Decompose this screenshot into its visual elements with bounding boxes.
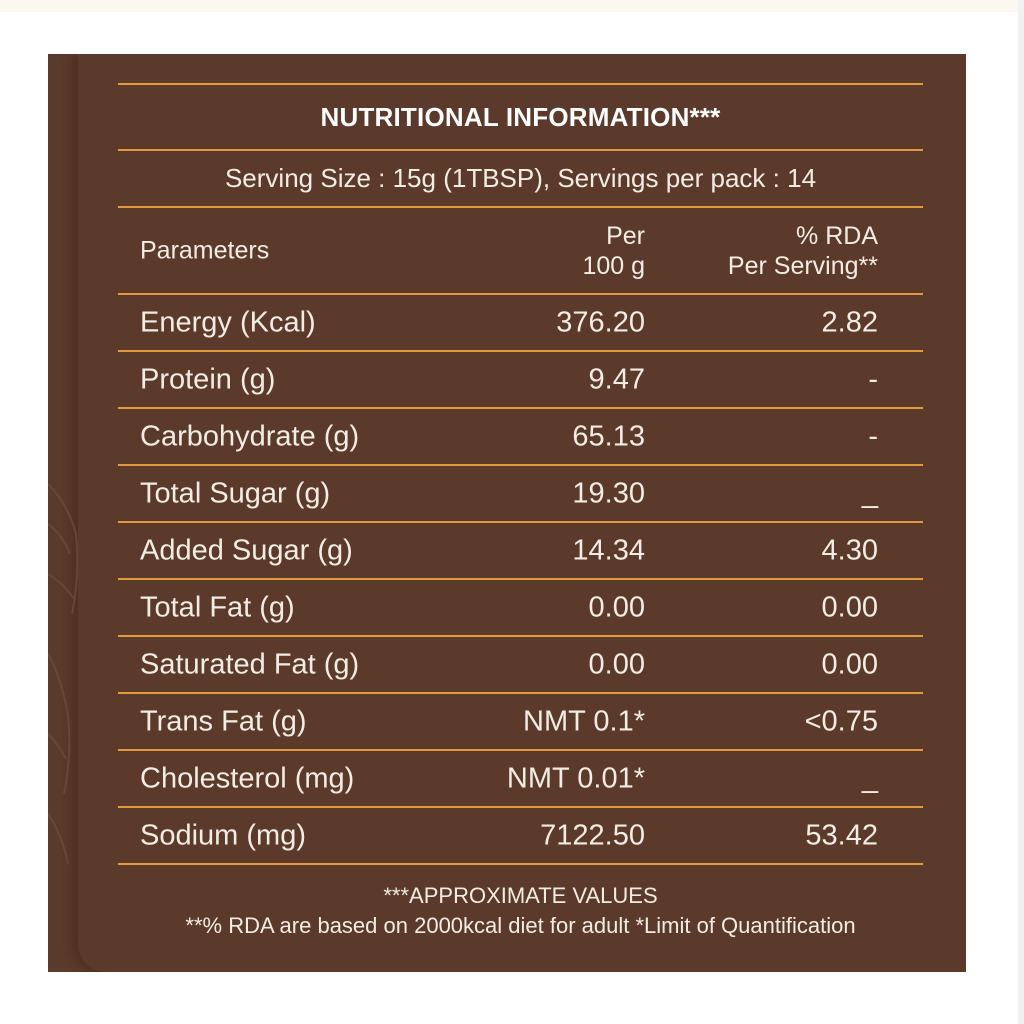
row-per-100g: 7122.50 bbox=[540, 819, 645, 851]
table-row: Added Sugar (g) 14.34 4.30 bbox=[118, 523, 923, 578]
row-label: Trans Fat (g) bbox=[140, 705, 307, 737]
footer-rda-note: **% RDA are based on 2000kcal diet for a… bbox=[185, 913, 856, 938]
row-per-100g: 0.00 bbox=[588, 591, 645, 623]
header-rda-line2: Per Serving** bbox=[727, 251, 878, 280]
table-row: Total Fat (g) 0.00 0.00 bbox=[118, 580, 923, 635]
table-row: Carbohydrate (g) 65.13 - bbox=[118, 409, 923, 464]
rule bbox=[118, 407, 923, 409]
rule bbox=[118, 350, 923, 352]
row-label: Cholesterol (mg) bbox=[140, 762, 355, 794]
row-rda: - bbox=[868, 420, 878, 452]
rule bbox=[118, 749, 923, 751]
table-row: Protein (g) 9.47 - bbox=[118, 352, 923, 407]
row-label: Saturated Fat (g) bbox=[140, 648, 360, 680]
rule bbox=[118, 578, 923, 580]
table-title: NUTRITIONAL INFORMATION*** bbox=[320, 101, 721, 132]
row-rda: 53.42 bbox=[805, 819, 878, 851]
rule bbox=[118, 464, 923, 466]
table-header: Parameters Per 100 g % RDA Per Serving** bbox=[118, 208, 923, 293]
table-row: Sodium (mg) 7122.50 53.42 bbox=[118, 808, 923, 863]
header-parameters: Parameters bbox=[140, 236, 270, 264]
row-rda: 2.82 bbox=[821, 306, 878, 338]
row-label: Total Sugar (g) bbox=[140, 477, 331, 509]
rule bbox=[118, 149, 923, 151]
table-row: Saturated Fat (g) 0.00 0.00 bbox=[118, 637, 923, 692]
row-rda: 0.00 bbox=[821, 648, 878, 680]
rule bbox=[118, 206, 923, 208]
header-per-line1: Per bbox=[606, 221, 645, 250]
row-per-100g: NMT 0.01* bbox=[506, 762, 645, 794]
rule bbox=[118, 521, 923, 523]
row-per-100g: 376.20 bbox=[556, 306, 645, 338]
nutrition-table: NUTRITIONAL INFORMATION*** Serving Size … bbox=[118, 83, 923, 941]
row-rda: <0.75 bbox=[804, 705, 878, 737]
rule bbox=[118, 293, 923, 295]
table-row: Total Sugar (g) 19.30 _ bbox=[118, 466, 923, 521]
row-rda: _ bbox=[861, 762, 878, 794]
row-per-100g: 65.13 bbox=[572, 420, 645, 452]
table-row: Cholesterol (mg) NMT 0.01* _ bbox=[118, 751, 923, 806]
rule-top bbox=[118, 83, 923, 85]
rule-bottom bbox=[118, 863, 923, 865]
rule bbox=[118, 806, 923, 808]
table-row: Trans Fat (g) NMT 0.1* <0.75 bbox=[118, 694, 923, 749]
table-row: Energy (Kcal) 376.20 2.82 bbox=[118, 295, 923, 350]
header-per-line2: 100 g bbox=[582, 251, 645, 280]
row-label: Carbohydrate (g) bbox=[140, 420, 360, 452]
row-per-100g: 14.34 bbox=[572, 534, 645, 566]
header-per-100g: Per 100 g bbox=[582, 221, 645, 281]
row-label: Protein (g) bbox=[140, 363, 276, 395]
top-strip bbox=[0, 0, 1024, 12]
row-label: Added Sugar (g) bbox=[140, 534, 353, 566]
row-rda: _ bbox=[861, 477, 878, 509]
row-label: Total Fat (g) bbox=[140, 591, 295, 623]
nutrition-panel: NUTRITIONAL INFORMATION*** Serving Size … bbox=[48, 54, 966, 972]
row-rda: 4.30 bbox=[821, 534, 878, 566]
row-label: Sodium (mg) bbox=[140, 819, 306, 851]
row-per-100g: NMT 0.1* bbox=[523, 705, 645, 737]
right-edge bbox=[1018, 0, 1024, 1024]
row-per-100g: 0.00 bbox=[588, 648, 645, 680]
row-label: Energy (Kcal) bbox=[140, 306, 316, 338]
rule bbox=[118, 635, 923, 637]
serving-info: Serving Size : 15g (1TBSP), Servings per… bbox=[224, 163, 817, 193]
row-rda: 0.00 bbox=[821, 591, 878, 623]
row-rda: - bbox=[868, 363, 878, 395]
footer-approximate: ***APPROXIMATE VALUES bbox=[383, 883, 658, 908]
table-footer: ***APPROXIMATE VALUES **% RDA are based … bbox=[118, 865, 923, 941]
header-rda-line1: % RDA bbox=[796, 221, 878, 250]
rule bbox=[118, 692, 923, 694]
header-rda: % RDA Per Serving** bbox=[728, 221, 878, 281]
row-per-100g: 9.47 bbox=[588, 363, 645, 395]
row-per-100g: 19.30 bbox=[572, 477, 645, 509]
